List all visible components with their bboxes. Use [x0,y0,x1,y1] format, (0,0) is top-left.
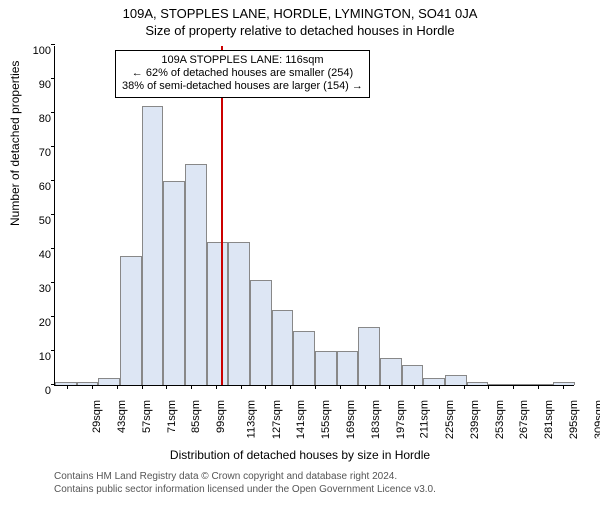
x-tick-mark [513,385,514,389]
y-tick-label: 40 [11,249,51,261]
histogram-bar [532,384,554,385]
x-tick-label: 57sqm [141,400,153,433]
y-tick-label: 70 [11,147,51,159]
footer-line-1: Contains HM Land Registry data © Crown c… [54,470,436,483]
y-tick-label: 90 [11,79,51,91]
chart-container: 109A, STOPPLES LANE, HORDLE, LYMINGTON, … [0,6,600,506]
x-tick-mark [142,385,143,389]
x-tick-mark [265,385,266,389]
histogram-bar [55,382,77,385]
histogram-bar [423,378,445,385]
x-tick-label: 113sqm [245,400,257,438]
histogram-bar [445,375,467,385]
x-tick-label: 197sqm [395,400,407,439]
y-tick-label: 80 [11,113,51,125]
footer-text: Contains HM Land Registry data © Crown c… [54,470,436,496]
histogram-bar [163,181,185,385]
annotation-box: 109A STOPPLES LANE: 116sqm← 62% of detac… [115,50,370,98]
y-tick-mark [51,78,55,79]
histogram-bar [337,351,359,385]
histogram-bar [358,327,380,385]
y-tick-label: 10 [11,351,51,363]
histogram-bar [98,378,120,385]
x-tick-label: 169sqm [345,400,357,439]
y-tick-label: 0 [11,385,51,397]
histogram-bar [228,242,250,385]
x-tick-label: 281sqm [543,400,555,439]
x-tick-label: 239sqm [469,400,481,439]
histogram-bar [488,384,510,385]
histogram-bar [402,365,424,385]
footer-line-2: Contains public sector information licen… [54,483,436,496]
x-tick-mark [389,385,390,389]
x-axis-label: Distribution of detached houses by size … [0,448,600,462]
y-tick-label: 50 [11,215,51,227]
y-tick-mark [51,180,55,181]
x-tick-label: 183sqm [370,400,382,439]
x-tick-mark [92,385,93,389]
histogram-bar [207,242,229,385]
x-tick-label: 225sqm [444,400,456,439]
y-tick-mark [51,316,55,317]
histogram-bar [467,382,489,385]
histogram-bar [293,331,315,385]
x-tick-mark [414,385,415,389]
x-tick-mark [117,385,118,389]
histogram-bar [120,256,142,385]
histogram-bar [77,382,99,385]
x-tick-label: 141sqm [296,400,308,439]
y-tick-label: 100 [11,45,51,57]
annotation-line-1: 109A STOPPLES LANE: 116sqm [122,54,363,67]
histogram-bar [380,358,402,385]
x-tick-mark [241,385,242,389]
x-tick-mark [315,385,316,389]
histogram-bar [272,310,294,385]
histogram-bar [185,164,207,385]
histogram-bar [142,106,164,385]
x-tick-label: 99sqm [215,400,227,433]
plot-area: 010203040506070809010029sqm43sqm57sqm71s… [54,46,574,386]
x-tick-label: 309sqm [593,400,600,439]
annotation-line-3: 38% of semi-detached houses are larger (… [122,80,363,93]
x-tick-label: 267sqm [518,400,530,439]
x-tick-mark [216,385,217,389]
x-tick-mark [439,385,440,389]
y-tick-mark [51,44,55,45]
annotation-line-2: ← 62% of detached houses are smaller (25… [122,67,363,80]
x-tick-label: 253sqm [494,400,506,439]
x-tick-mark [464,385,465,389]
histogram-bar [553,382,575,385]
x-tick-mark [538,385,539,389]
x-tick-label: 29sqm [91,400,103,433]
x-tick-mark [488,385,489,389]
histogram-bar [250,280,272,385]
x-tick-mark [290,385,291,389]
x-tick-label: 85sqm [190,400,202,433]
x-tick-mark [166,385,167,389]
x-tick-label: 43sqm [116,400,128,433]
y-tick-mark [51,146,55,147]
y-tick-mark [51,214,55,215]
y-tick-label: 20 [11,317,51,329]
x-tick-mark [191,385,192,389]
histogram-bar [315,351,337,385]
y-tick-mark [51,350,55,351]
chart-title: 109A, STOPPLES LANE, HORDLE, LYMINGTON, … [0,6,600,21]
chart-subtitle: Size of property relative to detached ho… [0,23,600,38]
x-tick-label: 295sqm [568,400,580,439]
x-tick-label: 155sqm [320,400,332,439]
x-tick-mark [67,385,68,389]
x-tick-label: 211sqm [419,400,431,438]
x-tick-label: 71sqm [166,400,178,433]
x-tick-mark [340,385,341,389]
y-tick-mark [51,248,55,249]
y-tick-mark [51,282,55,283]
x-tick-mark [563,385,564,389]
y-tick-label: 60 [11,181,51,193]
y-tick-mark [51,112,55,113]
y-tick-label: 30 [11,283,51,295]
x-tick-mark [365,385,366,389]
x-tick-label: 127sqm [271,400,283,439]
